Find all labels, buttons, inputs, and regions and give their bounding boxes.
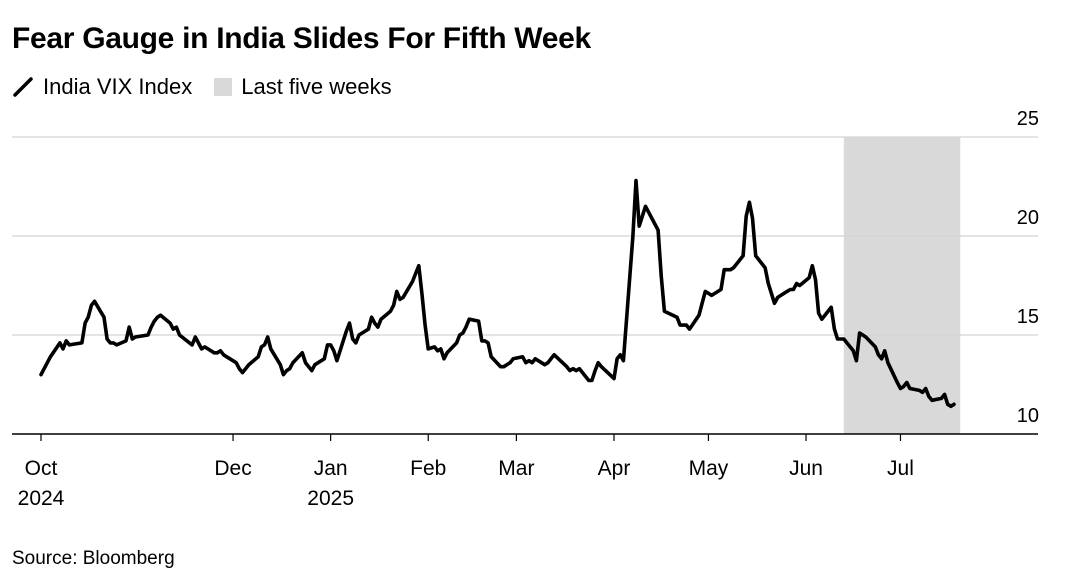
source-note: Source: Bloomberg <box>12 548 175 569</box>
grid-layer <box>12 136 1038 336</box>
x-tick-label: Jul <box>887 457 914 480</box>
series-line-india-vix <box>39 178 956 409</box>
x-tick-label: Apr <box>598 457 631 480</box>
series-layer <box>39 178 956 409</box>
x-tick-label: May <box>689 457 729 480</box>
x-tick-label: Mar <box>498 457 534 480</box>
legend: India VIX Index Last five weeks <box>12 74 414 100</box>
y-tick-label: 15 <box>1017 306 1039 328</box>
highlight-band <box>843 137 961 434</box>
highlight-layer <box>843 137 961 434</box>
y-tick-label: 20 <box>1017 207 1039 229</box>
y-tick-label: 25 <box>1017 108 1039 130</box>
highlight-swatch-icon <box>214 78 233 96</box>
x-tick-label: Dec <box>214 457 251 480</box>
x-tick-label: Jan <box>314 457 348 480</box>
x-tick-label: Jun <box>789 457 823 480</box>
line-swatch-icon <box>13 77 33 97</box>
legend-label-vix: India VIX Index <box>43 74 193 99</box>
y-tick-layer: 10 15 20 25 <box>1017 108 1039 427</box>
y-tick-label: 10 <box>1017 405 1039 427</box>
x-tick-label: Feb <box>410 457 446 480</box>
x-tick-label: Oct <box>25 457 58 480</box>
legend-item-highlight: Last five weeks <box>214 74 392 100</box>
legend-label-highlight: Last five weeks <box>241 74 392 99</box>
x-tick-year-label: 2025 <box>307 487 354 510</box>
x-tick-year-label: 2024 <box>18 487 65 510</box>
x-axis-layer: Oct 2024 Dec Jan 2025 Feb Mar Apr May Jun Jul <box>12 433 1038 510</box>
legend-item-vix: India VIX Index <box>12 74 192 100</box>
chart-title: Fear Gauge in India Slides For Fifth Wee… <box>12 22 591 55</box>
